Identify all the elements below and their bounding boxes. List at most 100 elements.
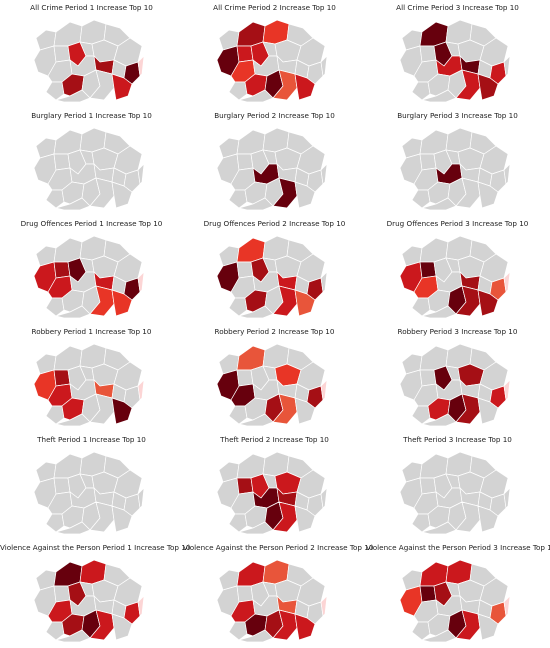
panel-title: Burglary Period 2 Increase Top 10 — [214, 111, 335, 120]
borough-map — [33, 343, 145, 427]
borough-map — [216, 343, 328, 427]
borough-e2 — [123, 277, 141, 301]
borough-a3 — [45, 297, 65, 317]
borough-a3 — [45, 621, 65, 641]
borough-b1 — [419, 45, 437, 63]
borough-b1 — [53, 45, 71, 63]
borough-a3 — [411, 621, 431, 641]
map-panel: Robbery Period 2 Increase Top 10 — [183, 324, 366, 432]
borough-e2 — [123, 385, 141, 409]
borough-map — [399, 343, 511, 427]
borough-e3 — [294, 397, 316, 425]
borough-b1 — [419, 261, 437, 279]
borough-f3 — [421, 89, 457, 103]
borough-e3 — [111, 289, 133, 317]
borough-f2 — [137, 379, 145, 401]
borough-map — [33, 451, 145, 535]
borough-b1 — [236, 261, 254, 279]
borough-e2 — [123, 601, 141, 625]
borough-b1 — [236, 477, 254, 495]
borough-e3 — [477, 289, 499, 317]
borough-f3 — [55, 629, 91, 643]
borough-a3 — [45, 189, 65, 209]
borough-map — [33, 235, 145, 319]
borough-e3 — [477, 73, 499, 101]
borough-f2 — [503, 487, 511, 509]
borough-e3 — [477, 613, 499, 641]
panel-title: Burglary Period 1 Increase Top 10 — [31, 111, 152, 120]
panel-title: Violence Against the Person Period 1 Inc… — [0, 543, 191, 552]
map-panel: Theft Period 1 Increase Top 10 — [0, 432, 183, 540]
borough-f3 — [238, 89, 274, 103]
borough-f3 — [55, 413, 91, 427]
borough-f3 — [238, 629, 274, 643]
borough-f2 — [503, 379, 511, 401]
panel-title: Violence Against the Person Period 2 Inc… — [183, 543, 374, 552]
borough-a3 — [228, 621, 248, 641]
borough-e2 — [123, 493, 141, 517]
borough-a3 — [411, 297, 431, 317]
borough-f2 — [137, 595, 145, 617]
borough-b1 — [236, 585, 254, 603]
borough-f2 — [503, 595, 511, 617]
borough-map — [216, 127, 328, 211]
map-panel: All Crime Period 2 Increase Top 10 — [183, 0, 366, 108]
borough-f3 — [55, 89, 91, 103]
borough-a3 — [45, 513, 65, 533]
borough-f3 — [55, 197, 91, 211]
borough-f2 — [320, 271, 328, 293]
borough-e2 — [489, 169, 507, 193]
borough-map — [33, 127, 145, 211]
panel-title: Drug Offences Period 1 Increase Top 10 — [20, 219, 163, 228]
borough-a3 — [228, 405, 248, 425]
borough-e3 — [477, 397, 499, 425]
borough-e2 — [306, 169, 324, 193]
borough-e3 — [111, 397, 133, 425]
borough-f2 — [320, 379, 328, 401]
borough-e2 — [306, 493, 324, 517]
borough-f2 — [320, 55, 328, 77]
borough-f2 — [320, 595, 328, 617]
borough-b1 — [236, 369, 254, 387]
borough-e2 — [489, 277, 507, 301]
borough-f3 — [238, 413, 274, 427]
borough-b1 — [53, 153, 71, 171]
map-panel: Drug Offences Period 2 Increase Top 10 — [183, 216, 366, 324]
map-panel: Violence Against the Person Period 2 Inc… — [183, 540, 374, 648]
borough-f3 — [421, 629, 457, 643]
panel-title: Robbery Period 3 Increase Top 10 — [397, 327, 518, 336]
map-panel: Robbery Period 1 Increase Top 10 — [0, 324, 183, 432]
borough-e2 — [306, 601, 324, 625]
borough-a3 — [45, 81, 65, 101]
borough-a3 — [228, 189, 248, 209]
borough-map — [216, 451, 328, 535]
borough-e2 — [306, 385, 324, 409]
borough-map — [399, 19, 511, 103]
borough-b1 — [236, 153, 254, 171]
borough-map — [216, 235, 328, 319]
panel-title: All Crime Period 1 Increase Top 10 — [30, 3, 153, 12]
borough-map — [399, 451, 511, 535]
borough-e2 — [123, 169, 141, 193]
borough-f3 — [421, 521, 457, 535]
borough-f2 — [137, 163, 145, 185]
panel-title: Robbery Period 1 Increase Top 10 — [31, 327, 152, 336]
map-panel: Violence Against the Person Period 3 Inc… — [366, 540, 550, 648]
borough-b1 — [419, 369, 437, 387]
borough-b1 — [53, 477, 71, 495]
borough-f3 — [421, 413, 457, 427]
borough-b1 — [53, 261, 71, 279]
map-panel: All Crime Period 1 Increase Top 10 — [0, 0, 183, 108]
borough-e2 — [306, 61, 324, 85]
borough-map — [399, 127, 511, 211]
borough-a3 — [45, 405, 65, 425]
panel-title: All Crime Period 2 Increase Top 10 — [213, 3, 336, 12]
borough-e3 — [294, 505, 316, 533]
borough-e3 — [294, 289, 316, 317]
borough-f3 — [55, 305, 91, 319]
panel-title: Theft Period 1 Increase Top 10 — [37, 435, 146, 444]
borough-f2 — [503, 55, 511, 77]
map-panel: Violence Against the Person Period 1 Inc… — [0, 540, 191, 648]
borough-b1 — [53, 369, 71, 387]
borough-f3 — [238, 305, 274, 319]
